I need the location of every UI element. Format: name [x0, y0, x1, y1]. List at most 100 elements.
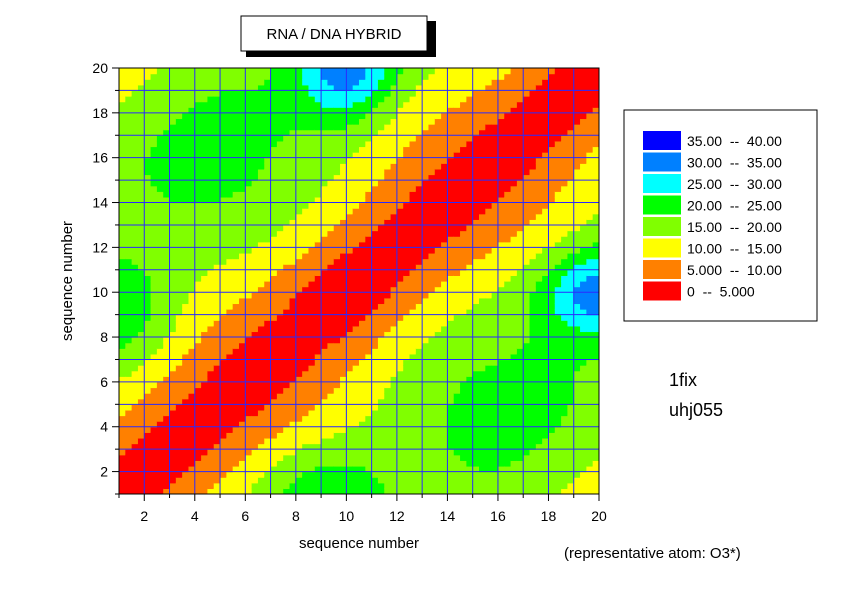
heatmap-cell [270, 314, 278, 321]
heatmap-cell [516, 426, 524, 433]
heatmap-cell [447, 325, 455, 333]
heatmap-cell [384, 90, 392, 97]
heatmap-cell [453, 353, 461, 361]
heatmap-cell [479, 477, 486, 484]
heatmap-cell [333, 224, 341, 232]
heatmap-cell [453, 387, 461, 394]
heatmap-cell [447, 331, 455, 338]
heatmap-cell [239, 157, 246, 164]
heatmap-cell [359, 348, 366, 355]
heatmap-cell [472, 359, 480, 366]
heatmap-cell [125, 152, 133, 159]
heatmap-cell [314, 348, 322, 355]
heatmap-cell [150, 409, 158, 417]
heatmap-cell [523, 152, 531, 159]
heatmap-cell [308, 398, 316, 405]
heatmap-cell [169, 68, 177, 75]
heatmap-cell [504, 129, 512, 136]
heatmap-cell [144, 269, 152, 276]
heatmap-cell [137, 303, 145, 310]
heatmap-cell [251, 152, 259, 159]
heatmap-cell [169, 348, 177, 355]
heatmap-cell [460, 449, 467, 456]
heatmap-cell [340, 337, 347, 344]
heatmap-cell [314, 381, 322, 389]
heatmap-cell [232, 168, 240, 176]
heatmap-cell [264, 337, 272, 344]
heatmap-cell [182, 437, 190, 445]
heatmap-cell [523, 376, 531, 383]
heatmap-cell [497, 421, 505, 428]
heatmap-cell [295, 146, 303, 153]
heatmap-cell [333, 437, 341, 445]
heatmap-cell [346, 258, 354, 265]
heatmap-cell [453, 365, 461, 372]
heatmap-cell [352, 320, 360, 327]
heatmap-cell [150, 342, 158, 349]
heatmap-cell [523, 471, 531, 478]
heatmap-cell [510, 409, 518, 417]
heatmap-cell [504, 230, 512, 237]
heatmap-cell [359, 157, 366, 164]
heatmap-cell [352, 264, 360, 271]
heatmap-cell [144, 163, 152, 170]
heatmap-cell [220, 79, 227, 86]
heatmap-cell [504, 107, 512, 114]
heatmap-cell [390, 348, 398, 355]
heatmap-cell [479, 281, 486, 288]
heatmap-cell [472, 409, 480, 417]
heatmap-cell [175, 449, 183, 456]
heatmap-cell [371, 359, 379, 366]
heatmap-cell [396, 124, 404, 131]
heatmap-cell [434, 365, 442, 372]
heatmap-cell [220, 112, 227, 120]
heatmap-cell [340, 376, 347, 383]
heatmap-cell [201, 309, 209, 316]
heatmap-cell [131, 264, 139, 271]
heatmap-cell [131, 191, 139, 198]
heatmap-cell [251, 477, 259, 484]
heatmap-cell [510, 252, 518, 260]
heatmap-cell [403, 185, 411, 192]
heatmap-cell [333, 471, 341, 478]
heatmap-cell [226, 264, 234, 271]
heatmap-cell [415, 281, 423, 288]
heatmap-cell [510, 309, 518, 316]
heatmap-cell [131, 174, 139, 181]
heatmap-cell [491, 146, 499, 153]
heatmap-cell [213, 348, 221, 355]
heatmap-cell [276, 331, 284, 338]
heatmap-cell [497, 365, 505, 372]
heatmap-cell [131, 79, 139, 86]
heatmap-cell [333, 370, 341, 377]
heatmap-cell [479, 437, 486, 445]
heatmap-cell [333, 112, 341, 120]
heatmap-cell [447, 68, 455, 75]
heatmap-cell [460, 146, 467, 153]
heatmap-cell [516, 342, 524, 349]
heatmap-cell [213, 264, 221, 271]
heatmap-cell [175, 241, 183, 248]
heatmap-cell [523, 432, 531, 439]
heatmap-cell [403, 398, 411, 405]
heatmap-cell [156, 421, 164, 428]
heatmap-cell [529, 185, 537, 192]
heatmap-cell [207, 168, 215, 176]
heatmap-cell [409, 325, 417, 333]
heatmap-cell [144, 415, 152, 422]
heatmap-cell [352, 79, 360, 86]
heatmap-cell [251, 320, 259, 327]
heatmap-cell [264, 432, 272, 439]
heatmap-cell [377, 376, 385, 383]
heatmap-cell [295, 84, 303, 92]
heatmap-cell [371, 219, 379, 226]
heatmap-cell [472, 426, 480, 433]
heatmap-cell [314, 415, 322, 422]
heatmap-cell [333, 152, 341, 159]
heatmap-cell [390, 84, 398, 92]
heatmap-cell [422, 241, 430, 248]
heatmap-cell [441, 286, 449, 293]
heatmap-cell [194, 124, 202, 131]
heatmap-cell [150, 157, 158, 164]
heatmap-cell [428, 331, 436, 338]
